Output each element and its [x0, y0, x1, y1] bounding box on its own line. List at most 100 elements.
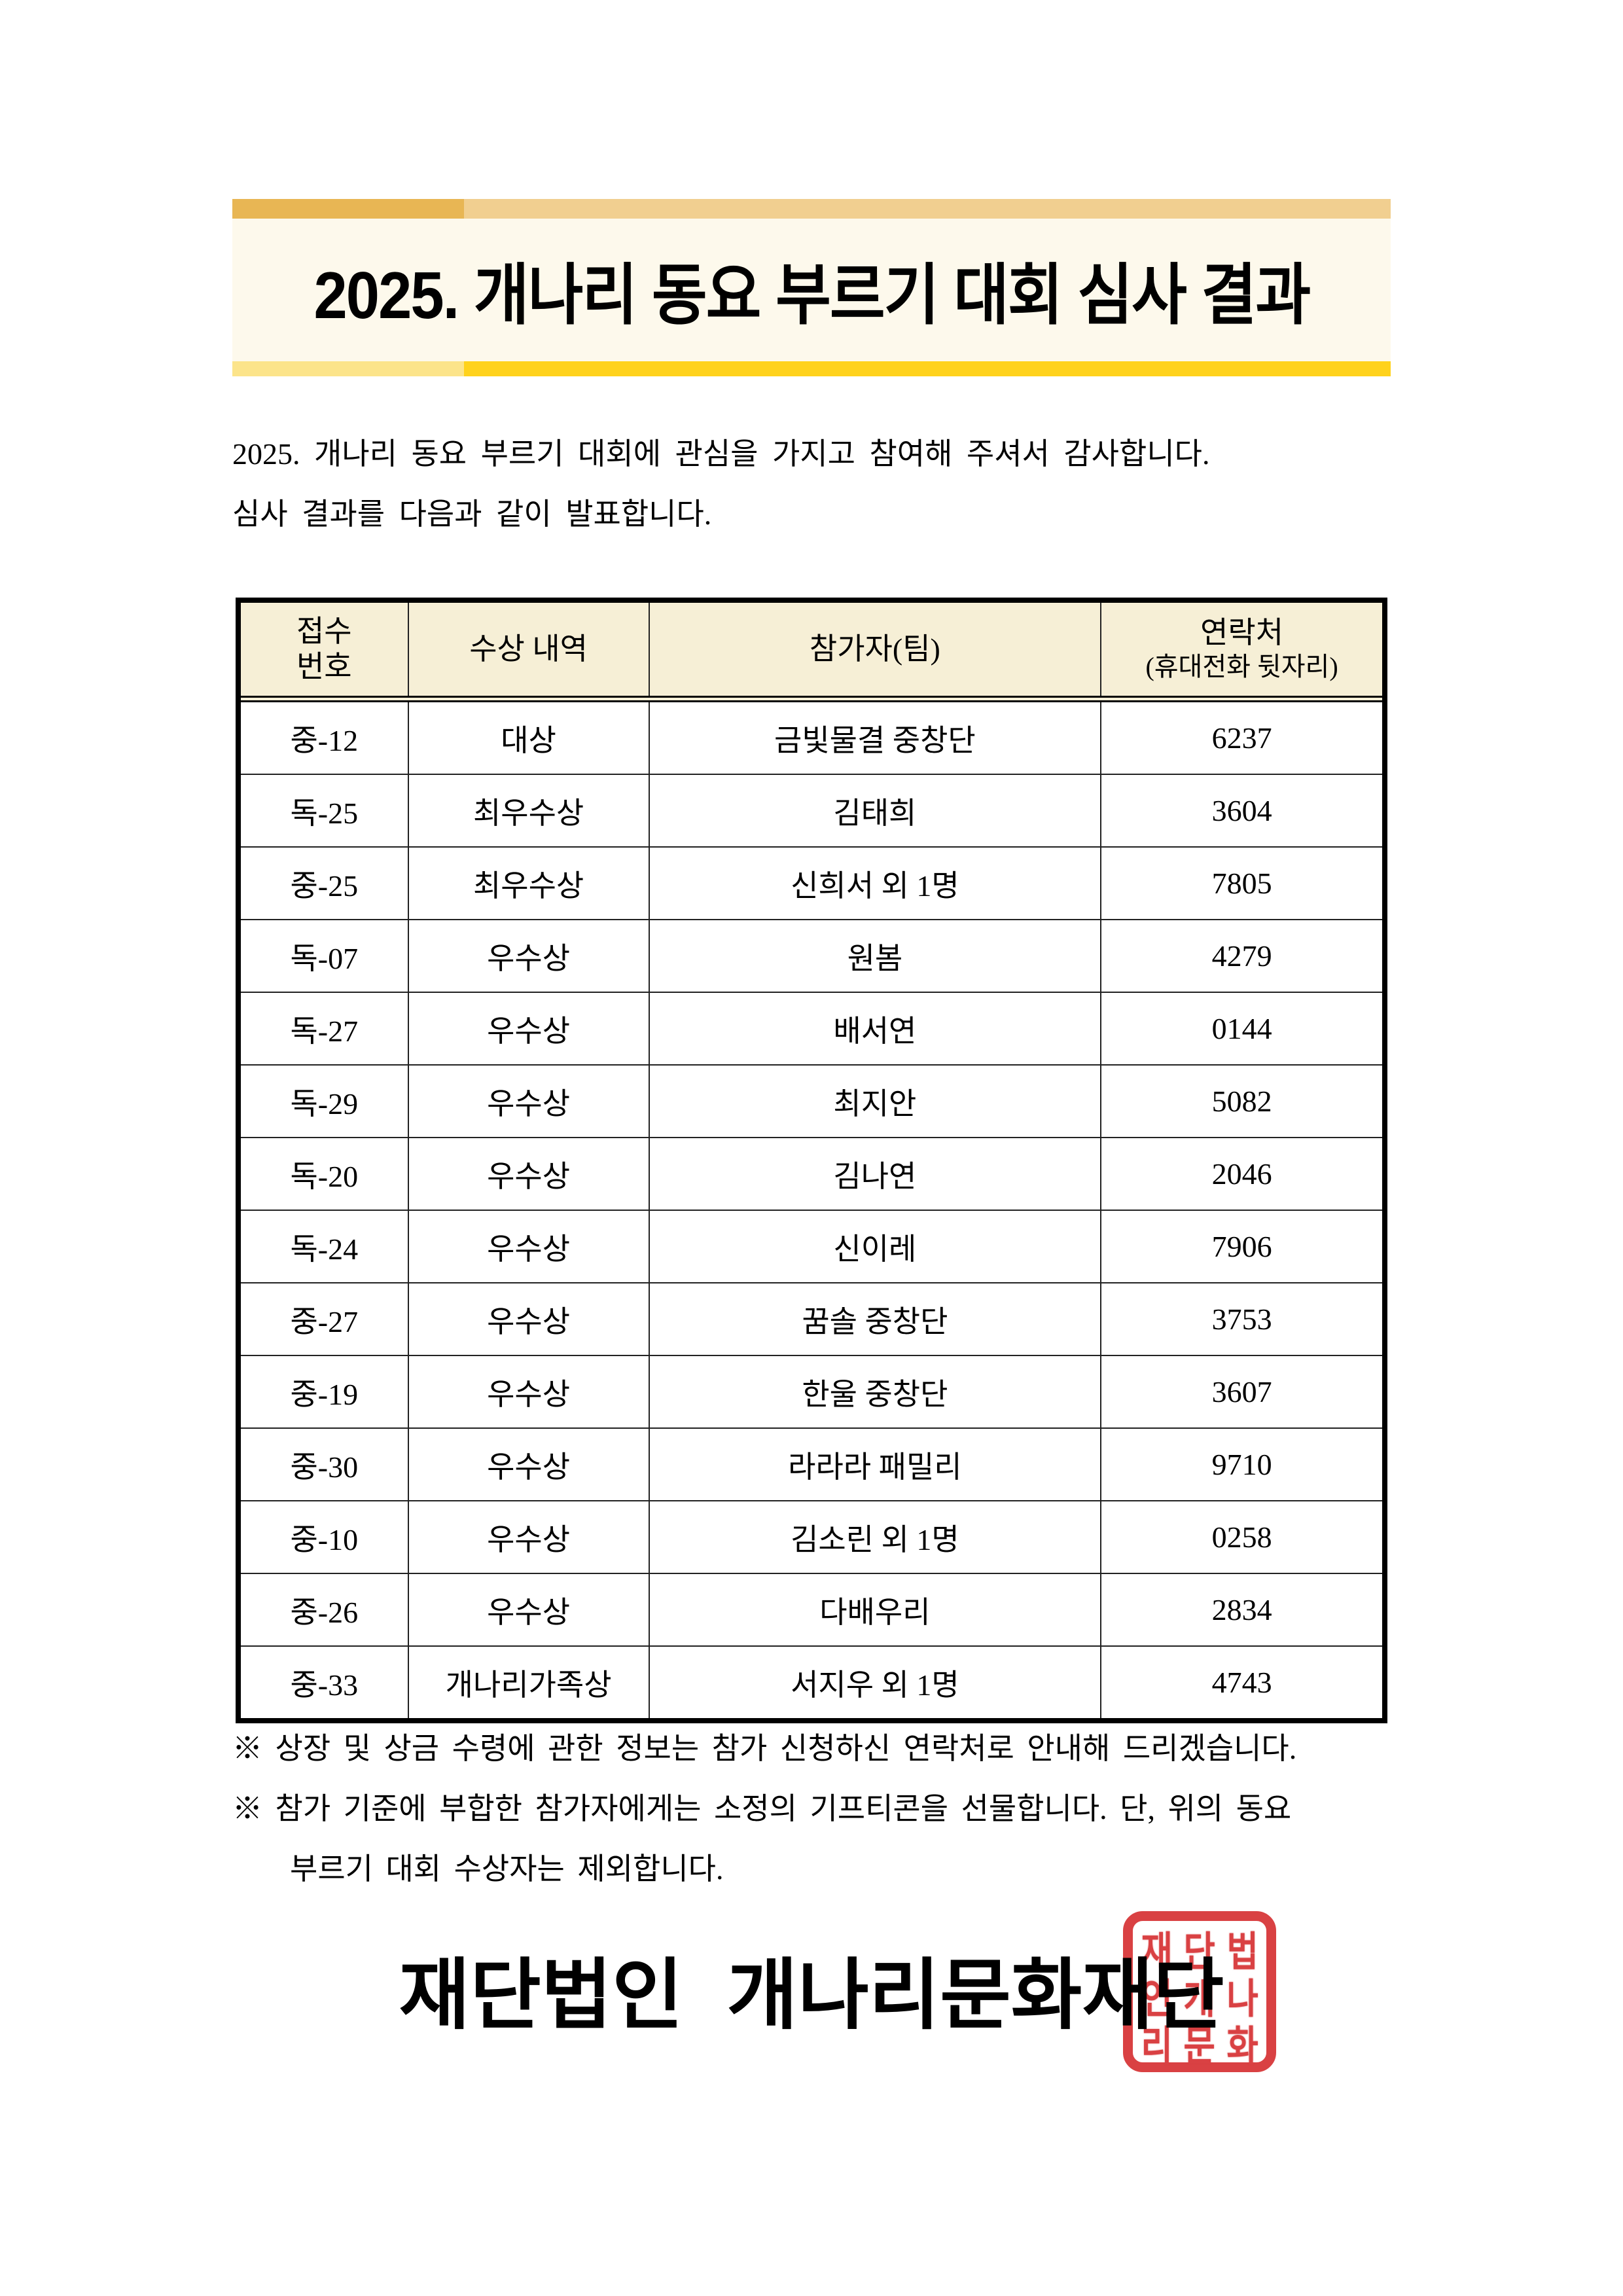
cell-participant: 라라라 패밀리 [648, 1429, 1101, 1500]
cell-award: 우수상 [407, 1283, 649, 1355]
cell-receipt-no: 중-30 [290, 1450, 359, 1484]
cell-participant: 신이레 [648, 1211, 1101, 1282]
banner-top-bar-left-segment [232, 199, 464, 219]
header-receipt-no-line2: 번호 [296, 650, 352, 683]
cell-receipt-no: 독-25 [290, 796, 359, 830]
cell-participant: 꿈솔 중창단 [648, 1283, 1101, 1355]
footnotes: ※ 상장 및 상금 수령에 관한 정보는 참가 신청하신 연락처로 안내해 드리… [232, 1719, 1410, 1899]
note-2-line2: 부르기 대회 수상자는 제외합니다. [290, 1852, 724, 1886]
cell-award: 우수상 [407, 1574, 649, 1645]
page-title: 2025. 개나리 동요 부르기 대회 심사 결과 [313, 258, 1311, 332]
note-2-line1: ※ 참가 기준에 부합한 참가자에게는 소정의 기프티콘을 선물합니다. 단, … [232, 1792, 1292, 1825]
cell-award: 우수상 [407, 920, 649, 992]
cell-receipt-no: 중-33 [290, 1668, 359, 1702]
official-seal-stamp: 재 단 법 인 개 나 리 문 화 [1123, 1911, 1276, 2072]
cell-award: 우수상 [407, 1066, 649, 1137]
cell-participant: 한울 중창단 [648, 1356, 1101, 1427]
cell-participant: 배서연 [648, 993, 1101, 1064]
cell-receipt-no: 중-26 [290, 1595, 359, 1629]
intro-line-1: 2025. 개나리 동요 부르기 대회에 관심을 가지고 참여해 주셔서 감사합… [232, 437, 1210, 471]
seal-character: 법 [1226, 1929, 1258, 1975]
seal-character: 단 [1183, 1929, 1216, 1975]
cell-award: 최우수상 [407, 775, 649, 846]
header-contact-line1: 연락처 [1200, 615, 1284, 649]
organization-name: 재단법인 개나리문화재단 [399, 1952, 1224, 2039]
table-row: 독-29 우수상 최지안 5082 [241, 1064, 1382, 1137]
table-row: 독-20 우수상 김나연 2046 [241, 1137, 1382, 1210]
cell-participant: 신희서 외 1명 [648, 848, 1101, 919]
cell-receipt-no: 중-27 [290, 1304, 359, 1338]
cell-participant: 금빛물결 중창단 [648, 702, 1101, 774]
cell-contact: 0144 [1100, 993, 1382, 1064]
table-body: 중-12 대상 금빛물결 중창단 6237 독-25 최우수상 김태희 3604… [241, 702, 1382, 1718]
table-row: 독-27 우수상 배서연 0144 [241, 992, 1382, 1064]
table-row: 중-25 최우수상 신희서 외 1명 7805 [241, 846, 1382, 919]
cell-receipt-no: 독-20 [290, 1159, 359, 1193]
note-1: ※ 상장 및 상금 수령에 관한 정보는 참가 신청하신 연락처로 안내해 드리… [232, 1732, 1297, 1765]
header-contact: 연락처 (휴대전화 뒷자리) [1100, 603, 1382, 696]
banner-top-bar-right-segment [464, 199, 1391, 219]
cell-receipt-no: 중-10 [290, 1522, 359, 1556]
banner-body: 2025. 개나리 동요 부르기 대회 심사 결과 [232, 219, 1391, 361]
table-row: 중-12 대상 금빛물결 중창단 6237 [241, 702, 1382, 774]
cell-award: 우수상 [407, 1211, 649, 1282]
cell-contact: 7805 [1100, 848, 1382, 919]
cell-participant: 김나연 [648, 1138, 1101, 1210]
table-row: 독-07 우수상 원봄 4279 [241, 919, 1382, 992]
cell-receipt-no: 독-27 [290, 1014, 359, 1048]
cell-contact: 3604 [1100, 775, 1382, 846]
cell-receipt-no: 중-25 [290, 869, 359, 903]
cell-award: 우수상 [407, 1429, 649, 1500]
seal-character: 개 [1183, 1976, 1216, 2022]
header-receipt-no: 접수 번호 [241, 603, 408, 696]
cell-award: 대상 [407, 702, 649, 774]
cell-contact: 9710 [1100, 1429, 1382, 1500]
cell-award: 우수상 [407, 1356, 649, 1427]
title-banner: 2025. 개나리 동요 부르기 대회 심사 결과 [232, 199, 1391, 376]
cell-participant: 다배우리 [648, 1574, 1101, 1645]
cell-contact: 7906 [1100, 1211, 1382, 1282]
cell-award: 개나리가족상 [407, 1647, 649, 1718]
cell-contact: 2834 [1100, 1574, 1382, 1645]
cell-participant: 서지우 외 1명 [648, 1647, 1101, 1718]
cell-contact: 4279 [1100, 920, 1382, 992]
cell-contact: 3607 [1100, 1356, 1382, 1427]
banner-top-bar [232, 199, 1391, 219]
cell-participant: 김태희 [648, 775, 1101, 846]
banner-bottom-bar [232, 361, 1391, 376]
cell-award: 우수상 [407, 993, 649, 1064]
cell-receipt-no: 중-19 [290, 1377, 359, 1411]
cell-contact: 2046 [1100, 1138, 1382, 1210]
results-table: 접수 번호 수상 내역 참가자(팀) 연락처 (휴대전화 뒷자리) 중-12 대… [236, 598, 1387, 1723]
header-award: 수상 내역 [407, 603, 649, 696]
table-row: 독-24 우수상 신이레 7906 [241, 1210, 1382, 1282]
header-participant: 참가자(팀) [648, 603, 1101, 696]
cell-award: 우수상 [407, 1501, 649, 1573]
seal-character: 문 [1183, 2023, 1216, 2069]
intro-line-2: 심사 결과를 다음과 같이 발표합니다. [232, 497, 712, 531]
seal-character: 화 [1226, 2023, 1258, 2069]
cell-contact: 0258 [1100, 1501, 1382, 1573]
cell-participant: 원봄 [648, 920, 1101, 992]
seal-character: 나 [1226, 1976, 1258, 2022]
cell-award: 우수상 [407, 1138, 649, 1210]
table-row: 중-27 우수상 꿈솔 중창단 3753 [241, 1282, 1382, 1355]
table-row: 중-33 개나리가족상 서지우 외 1명 4743 [241, 1645, 1382, 1718]
header-contact-line2: (휴대전화 뒷자리) [1145, 652, 1338, 682]
table-row: 중-19 우수상 한울 중창단 3607 [241, 1355, 1382, 1427]
table-row: 중-26 우수상 다배우리 2834 [241, 1573, 1382, 1645]
table-row: 독-25 최우수상 김태희 3604 [241, 774, 1382, 846]
cell-contact: 3753 [1100, 1283, 1382, 1355]
cell-receipt-no: 독-24 [290, 1232, 359, 1266]
cell-contact: 6237 [1100, 702, 1382, 774]
table-header-row: 접수 번호 수상 내역 참가자(팀) 연락처 (휴대전화 뒷자리) [241, 603, 1382, 702]
cell-receipt-no: 독-29 [290, 1086, 359, 1121]
cell-participant: 김소린 외 1명 [648, 1501, 1101, 1573]
intro-paragraph: 2025. 개나리 동요 부르기 대회에 관심을 가지고 참여해 주셔서 감사합… [232, 424, 1404, 545]
seal-character: 재 [1141, 1929, 1173, 1975]
cell-receipt-no: 중-12 [290, 723, 359, 757]
banner-bottom-bar-left-segment [232, 361, 464, 376]
cell-receipt-no: 독-07 [290, 941, 359, 975]
header-receipt-no-line1: 접수 [296, 614, 352, 648]
